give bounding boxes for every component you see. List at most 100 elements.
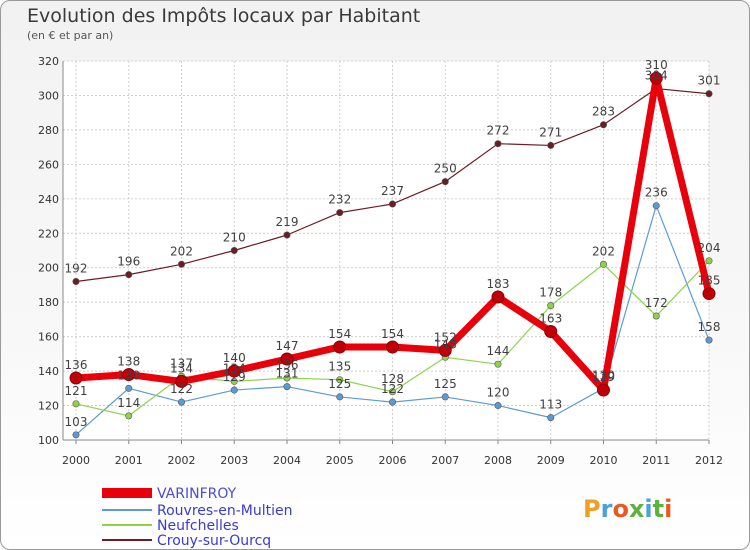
- data-point: [438, 343, 452, 357]
- data-point: [336, 393, 344, 401]
- y-tick-label: 320: [38, 55, 59, 68]
- data-label: 129: [223, 370, 246, 384]
- data-point: [599, 260, 607, 268]
- data-point: [125, 384, 133, 392]
- data-label: 196: [117, 255, 140, 269]
- data-label: 130: [592, 368, 615, 382]
- data-label: 310: [645, 58, 668, 72]
- data-label: 185: [698, 274, 721, 288]
- data-point: [72, 431, 80, 439]
- x-tick-label: 2002: [168, 454, 196, 467]
- x-tick-label: 2007: [431, 454, 459, 467]
- data-label: 178: [539, 286, 562, 300]
- x-tick-label: 2009: [537, 454, 565, 467]
- data-label: 272: [487, 124, 510, 138]
- data-label: 236: [645, 186, 668, 200]
- data-label: 114: [117, 396, 140, 410]
- data-point: [599, 121, 607, 129]
- data-point: [494, 360, 502, 368]
- data-label: 125: [328, 377, 351, 391]
- data-point: [336, 209, 344, 217]
- data-point: [441, 393, 449, 401]
- legend-label: VARINFROY: [157, 486, 237, 502]
- data-label: 125: [434, 377, 457, 391]
- data-point: [178, 260, 186, 268]
- x-tick-label: 2008: [484, 454, 512, 467]
- data-label: 144: [487, 344, 510, 358]
- data-point: [175, 374, 188, 388]
- data-point: [178, 398, 186, 406]
- data-label: 121: [65, 384, 88, 398]
- x-tick-label: 2005: [326, 454, 354, 467]
- data-point: [652, 312, 660, 320]
- data-label: 130: [117, 368, 140, 382]
- data-point: [702, 287, 716, 301]
- data-label: 120: [487, 386, 510, 400]
- data-label: 154: [381, 327, 404, 341]
- data-label: 210: [223, 231, 246, 245]
- data-point: [705, 257, 713, 265]
- data-point: [125, 412, 133, 420]
- data-label: 283: [592, 105, 615, 119]
- data-point: [705, 336, 713, 344]
- data-point: [227, 364, 241, 378]
- legend-label: Rouvres-en-Multien: [157, 503, 292, 519]
- data-label: 301: [698, 74, 721, 88]
- data-point: [230, 377, 238, 385]
- data-label: 103: [65, 415, 88, 429]
- x-tick-label: 2004: [273, 454, 301, 467]
- y-tick-label: 200: [38, 262, 59, 275]
- data-point: [547, 302, 555, 310]
- data-point: [705, 90, 713, 98]
- data-label: 140: [223, 351, 246, 365]
- y-tick-label: 300: [38, 89, 59, 102]
- x-tick-label: 2003: [220, 454, 248, 467]
- chart-subtitle: (en € et par an): [27, 29, 114, 42]
- data-point: [494, 140, 502, 148]
- y-tick-label: 280: [38, 124, 59, 137]
- data-label: 134: [223, 361, 246, 375]
- data-label: 129: [592, 370, 615, 384]
- data-point: [72, 400, 80, 408]
- data-label: 137: [170, 356, 193, 370]
- data-label: 158: [698, 320, 721, 334]
- data-point: [283, 231, 291, 239]
- x-tick-label: 2000: [62, 454, 90, 467]
- data-point: [122, 368, 136, 382]
- data-label: 304: [645, 69, 668, 83]
- data-point: [388, 200, 396, 208]
- legend-label: Crouy-sur-Ourcq: [157, 533, 271, 549]
- x-tick-label: 2001: [115, 454, 143, 467]
- data-point: [547, 141, 555, 149]
- data-point: [388, 388, 396, 396]
- data-label: 163: [539, 311, 562, 325]
- data-label: 113: [539, 398, 562, 412]
- data-point: [652, 202, 660, 210]
- data-label: 152: [434, 330, 457, 344]
- data-label: 192: [65, 262, 88, 276]
- data-label: 154: [328, 327, 351, 341]
- data-point: [649, 71, 663, 85]
- data-label: 136: [65, 358, 88, 372]
- data-point: [547, 414, 555, 422]
- x-tick-label: 2010: [590, 454, 618, 467]
- y-tick-label: 160: [38, 331, 59, 344]
- data-label: 136: [276, 358, 299, 372]
- data-point: [230, 247, 238, 255]
- data-point: [72, 278, 80, 286]
- data-label: 232: [328, 193, 351, 207]
- data-point: [336, 376, 344, 384]
- data-point: [597, 383, 610, 397]
- data-label: 202: [592, 244, 615, 258]
- legend-item-neufchelles: Neufchelles: [102, 518, 239, 534]
- legend-item-rouvres-en-multien: Rouvres-en-Multien: [102, 503, 292, 519]
- y-tick-label: 260: [38, 158, 59, 171]
- data-label: 134: [170, 361, 193, 375]
- legend-item-varinfroy: VARINFROY: [102, 486, 237, 502]
- y-tick-label: 140: [38, 365, 59, 378]
- data-label: 122: [170, 382, 193, 396]
- y-tick-label: 120: [38, 400, 59, 413]
- data-label: 131: [276, 367, 299, 381]
